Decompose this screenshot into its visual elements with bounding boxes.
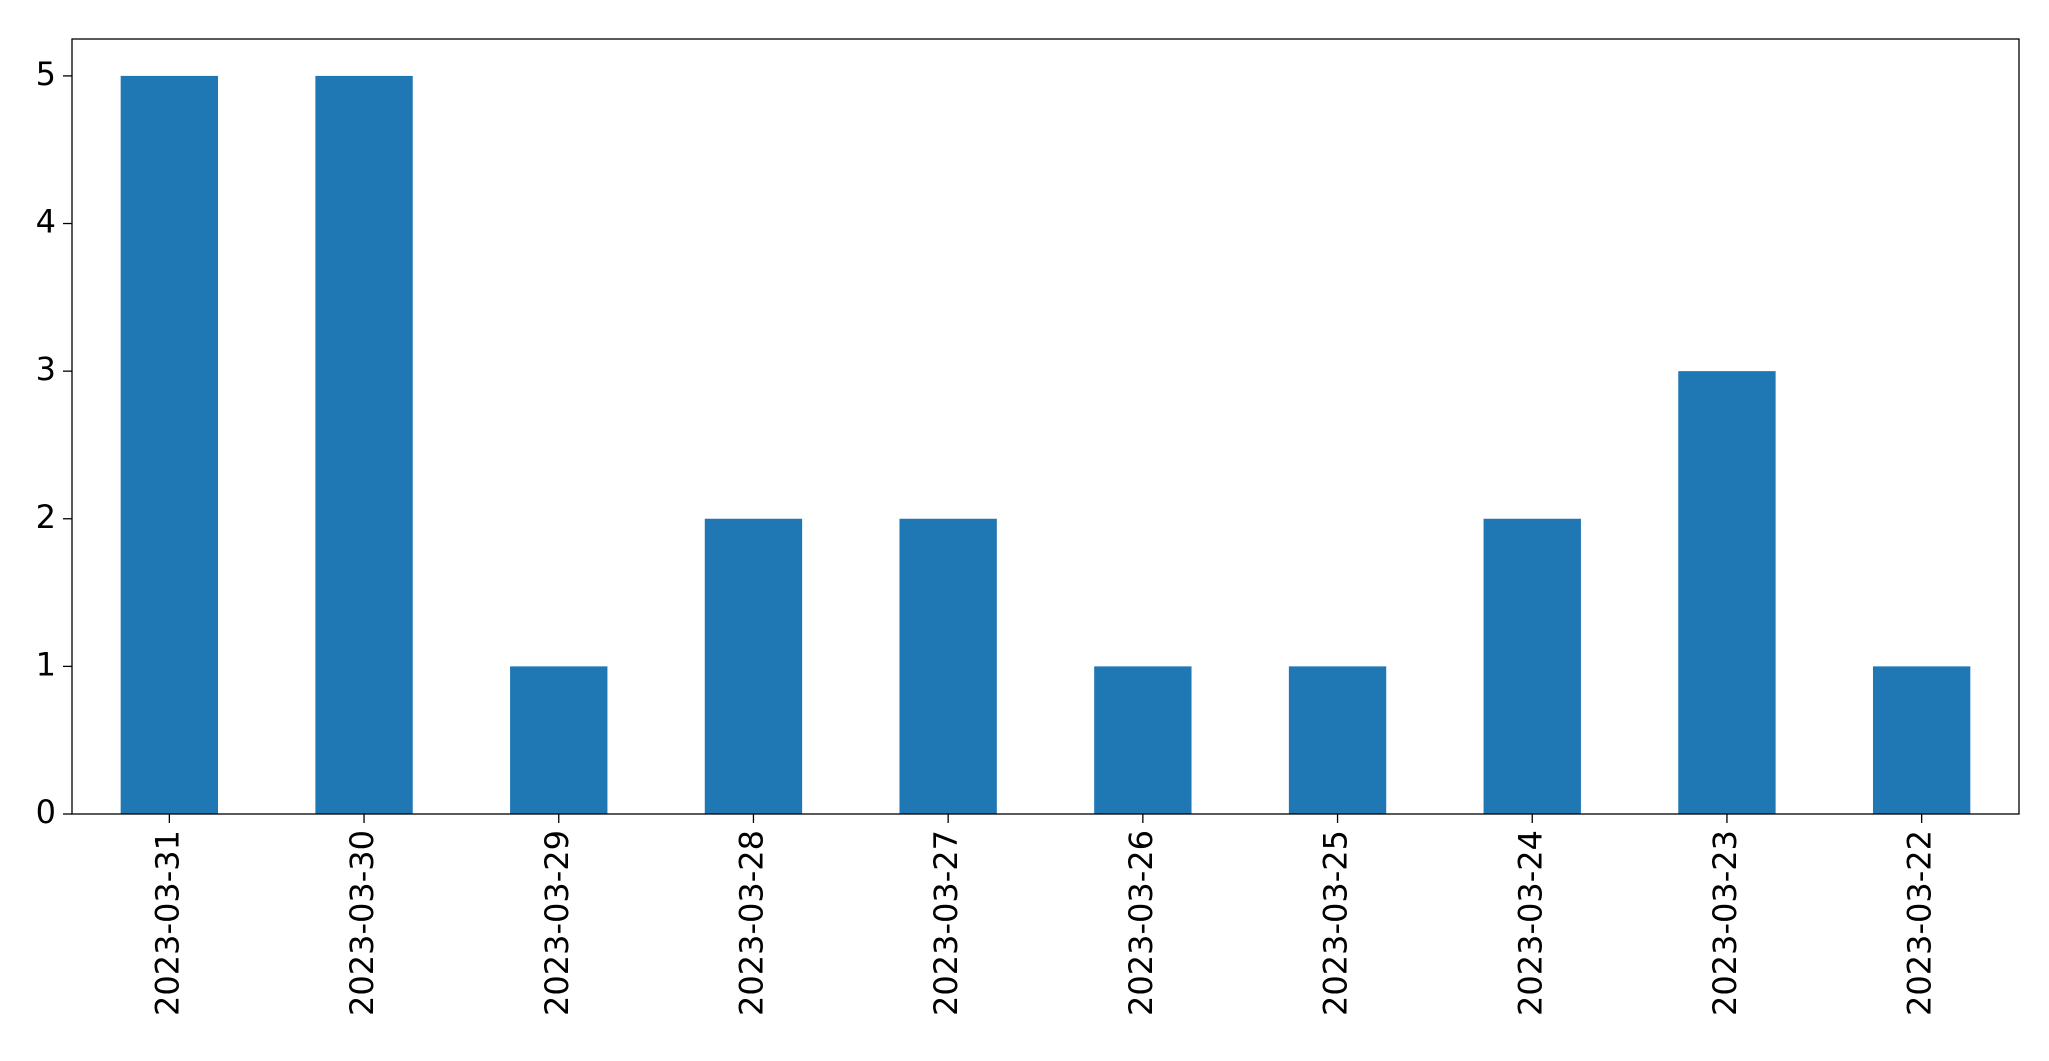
y-tick-label: 4 [36,203,56,241]
bar [315,75,413,814]
x-tick-label: 2023-03-27 [927,830,965,1016]
x-tick-label: 2023-03-23 [1706,830,1744,1016]
x-tick-label: 2023-03-24 [1511,830,1549,1016]
bar [120,75,219,814]
x-tick-label: 2023-03-22 [1901,830,1939,1016]
x-tick-label: 2023-03-29 [538,830,576,1016]
x-tick-label: 2023-03-31 [148,830,186,1016]
bar [510,666,608,814]
bar [1678,371,1776,814]
x-tick-label: 2023-03-30 [343,830,381,1016]
y-tick-label: 1 [36,645,56,683]
x-tick-label: 2023-03-28 [732,830,770,1016]
x-tick-label: 2023-03-25 [1317,830,1355,1016]
y-tick-label: 0 [36,793,56,831]
y-tick-label: 3 [36,350,56,388]
x-tick-label: 2023-03-26 [1122,830,1160,1016]
bar [1872,666,1971,814]
y-tick-label: 2 [36,498,56,536]
y-tick-label: 5 [36,55,56,93]
bar [1288,666,1387,814]
bar [704,518,803,814]
bar [899,518,997,814]
plot-frame [71,38,2020,815]
bar [1483,518,1581,814]
bar [1094,666,1192,814]
